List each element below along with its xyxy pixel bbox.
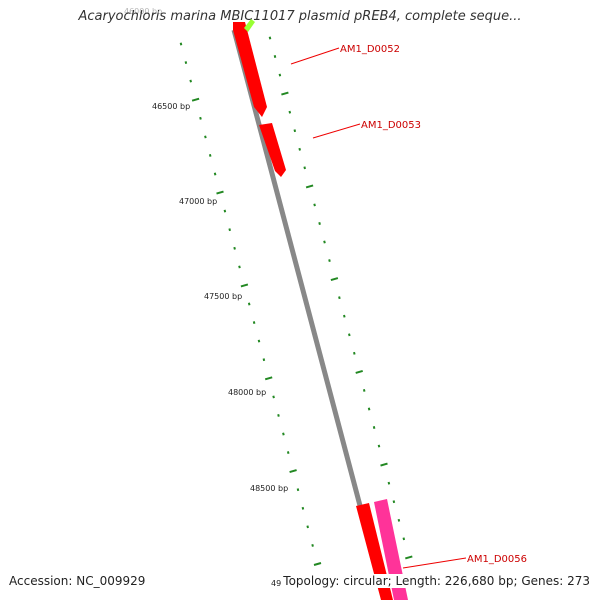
inner-track-major-tick <box>313 562 322 566</box>
tick-label-47500: 47500 bp <box>204 292 242 301</box>
outer-track-minor-tick <box>278 73 282 77</box>
inner-track-minor-tick <box>179 42 183 46</box>
inner-tick-track <box>179 42 322 566</box>
gene-label-am1-d0056[interactable]: AM1_D0056 <box>467 554 527 565</box>
accession-label: Accession: NC_009929 <box>9 574 146 588</box>
tick-label-47000: 47000 bp <box>179 197 217 206</box>
tick-label-46500: 46500 bp <box>152 102 190 111</box>
outer-track-minor-tick <box>313 203 316 207</box>
outer-track-minor-tick <box>338 296 341 300</box>
outer-track-minor-tick <box>268 36 272 40</box>
outer-track-minor-tick <box>288 110 292 114</box>
outer-track-major-tick <box>281 91 289 96</box>
map-title: Acaryochloris marina MBIC11017 plasmid p… <box>78 9 522 24</box>
outer-track-minor-tick <box>397 518 401 522</box>
inner-track-minor-tick <box>199 116 202 120</box>
inner-track-major-tick <box>289 469 297 474</box>
topology-summary: Topology: circular; Length: 226,680 bp; … <box>281 574 590 588</box>
inner-track-minor-tick <box>238 265 241 269</box>
inner-track-minor-tick <box>296 488 300 492</box>
inner-track-minor-tick <box>228 228 231 232</box>
outer-track-major-tick <box>355 369 363 374</box>
inner-track-minor-tick <box>301 506 305 510</box>
outer-track-minor-tick <box>318 222 321 225</box>
inner-track-minor-tick <box>252 321 256 325</box>
inner-track-minor-tick <box>306 525 309 529</box>
outer-track-minor-tick <box>387 481 391 485</box>
inner-track-minor-tick <box>208 153 212 157</box>
gene-label-am1-d0052[interactable]: AM1_D0052 <box>340 44 400 55</box>
inner-track-major-tick <box>191 97 200 102</box>
tick-label-48500: 48500 bp <box>250 484 288 493</box>
tick-label-49000-partial: 49 <box>271 579 281 588</box>
inner-track-minor-tick <box>223 209 227 213</box>
outer-track-minor-tick <box>377 444 381 448</box>
inner-track-minor-tick <box>257 339 261 343</box>
outer-track-major-tick <box>380 462 388 467</box>
inner-track-minor-tick <box>204 135 207 139</box>
inner-track-major-tick <box>240 283 249 288</box>
inner-track-minor-tick <box>213 172 217 176</box>
inner-track-minor-tick <box>272 395 275 399</box>
inner-track-minor-tick <box>233 246 236 250</box>
inner-track-minor-tick <box>247 302 251 306</box>
tick-label-46000: 46000 bp <box>124 7 162 16</box>
tick-label-48000: 48000 bp <box>228 388 266 397</box>
outer-track-minor-tick <box>303 166 306 170</box>
gene-feature-reverse-top[interactable] <box>244 19 255 32</box>
outer-tick-track <box>268 36 413 560</box>
outer-track-minor-tick <box>353 351 356 355</box>
outer-track-minor-tick <box>367 407 371 411</box>
gene-feature-am1-d0052[interactable] <box>233 22 267 117</box>
gene-label-am1-d0053[interactable]: AM1_D0053 <box>361 120 421 131</box>
outer-track-minor-tick <box>328 259 331 263</box>
inner-track-minor-tick <box>277 413 280 417</box>
outer-track-minor-tick <box>273 55 277 58</box>
inner-track-major-tick <box>264 376 273 381</box>
inner-track-minor-tick <box>282 432 285 436</box>
inner-track-minor-tick <box>286 451 290 455</box>
outer-track-minor-tick <box>372 426 376 429</box>
inner-track-minor-tick <box>311 543 314 547</box>
label-line-am1-d0052 <box>290 47 340 65</box>
outer-track-minor-tick <box>293 129 297 133</box>
outer-track-major-tick <box>405 555 413 560</box>
outer-track-minor-tick <box>298 147 301 151</box>
outer-track-minor-tick <box>348 333 351 337</box>
outer-track-minor-tick <box>362 388 366 392</box>
outer-track-minor-tick <box>343 314 346 318</box>
outer-track-major-tick <box>330 277 339 282</box>
outer-track-major-tick <box>305 184 314 189</box>
inner-track-minor-tick <box>189 79 192 83</box>
inner-track-minor-tick <box>262 358 266 362</box>
label-line-am1-d0056 <box>402 557 467 569</box>
outer-track-minor-tick <box>392 500 396 504</box>
inner-track-minor-tick <box>184 61 188 65</box>
gene-feature-am1-d0053[interactable] <box>259 123 286 177</box>
label-line-am1-d0053 <box>312 123 361 139</box>
outer-track-minor-tick <box>402 537 406 541</box>
outer-track-minor-tick <box>323 240 326 244</box>
inner-track-major-tick <box>216 190 224 195</box>
